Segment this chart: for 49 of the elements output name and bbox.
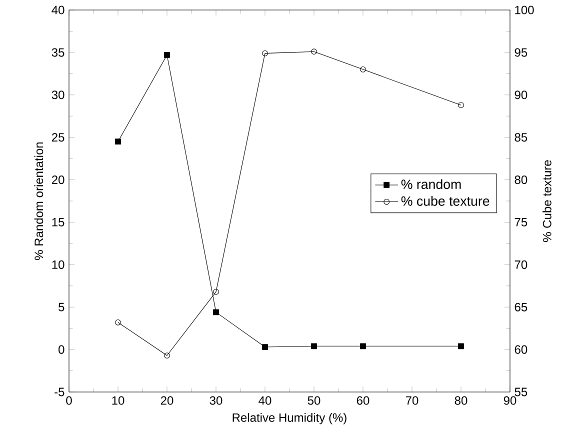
- x-tick-label: 50: [308, 396, 320, 405]
- point: [262, 344, 268, 350]
- y2-tick-label: 55: [514, 388, 528, 396]
- x-tick-label: 0: [66, 396, 72, 405]
- x-tick-label: 90: [504, 396, 516, 405]
- y-tick-label: 20: [52, 176, 64, 184]
- y-tick-label: 5: [58, 302, 64, 312]
- x-tick-label: 20: [160, 396, 174, 405]
- x-tick-label: 70: [406, 396, 418, 405]
- y-tick-label: 35: [52, 48, 64, 57]
- point: [115, 138, 121, 145]
- legend-label: % random: [401, 179, 461, 190]
- y2-tick-label: 65: [514, 302, 528, 312]
- y2-tick-label: 60: [514, 345, 528, 354]
- point: [311, 48, 317, 55]
- x-tick-label: 30: [210, 396, 222, 405]
- y-tick-label: 40: [52, 6, 64, 14]
- y-axis-title: % Random orientation: [34, 142, 44, 260]
- y-tick-label: -5: [54, 388, 64, 396]
- y2-tick-label: 80: [514, 176, 528, 184]
- y2-tick-label: 90: [514, 90, 528, 100]
- y2-tick-label: 95: [514, 48, 528, 57]
- point: [360, 343, 366, 350]
- y-tick-label: 15: [52, 218, 64, 226]
- y2-tick-label: 75: [514, 218, 528, 226]
- x-tick-label: 10: [112, 396, 124, 405]
- y-tick-label: 0: [58, 345, 64, 354]
- x-axis-title: Relative Humidity (%): [232, 413, 346, 424]
- point: [115, 319, 121, 326]
- y-tick-label: 25: [52, 133, 64, 142]
- point: [164, 52, 170, 58]
- y-tick-label: 10: [52, 260, 64, 269]
- legend-label: % cube texture: [401, 196, 490, 206]
- y-tick-label: 30: [52, 90, 64, 100]
- point: [164, 352, 170, 358]
- x-tick-label: 40: [258, 396, 272, 405]
- point: [213, 309, 219, 316]
- y2-tick-label: 100: [515, 6, 534, 14]
- y2-tick-label: 70: [514, 260, 528, 269]
- point: [360, 66, 366, 72]
- x-tick-label: 60: [356, 396, 370, 405]
- x-tick-label: 80: [454, 396, 468, 405]
- point: [213, 288, 219, 295]
- y2-axis-title: % Cube texture: [542, 160, 552, 242]
- y2-tick-label: 85: [514, 133, 528, 142]
- point: [458, 343, 464, 350]
- point: [458, 102, 464, 108]
- point: [262, 50, 268, 56]
- point: [311, 343, 317, 350]
